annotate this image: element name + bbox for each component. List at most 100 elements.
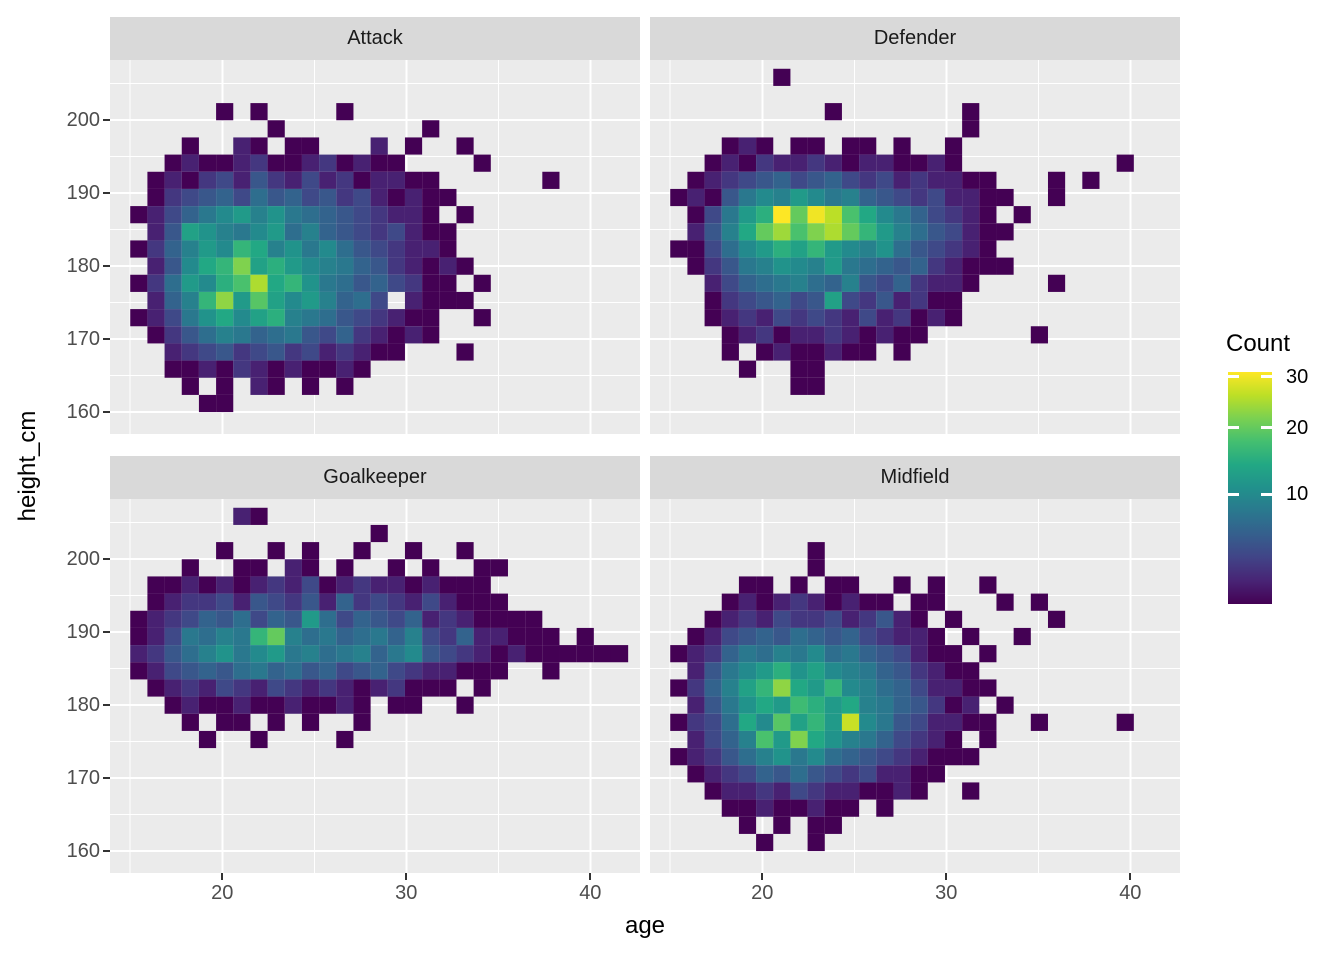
bin-cell [756, 274, 774, 292]
bin-cell [267, 171, 285, 189]
legend-tick-mark [1261, 426, 1272, 430]
bin-cell [944, 679, 963, 697]
bin-cell [721, 223, 739, 241]
bin-cell [962, 748, 980, 766]
bin-cell [233, 326, 251, 344]
bin-cell [336, 559, 354, 577]
bin-cell [841, 274, 860, 292]
bin-cell [927, 765, 945, 783]
bin-cell [756, 645, 774, 663]
bin-cell [876, 645, 894, 663]
facet-panel-attack [110, 60, 640, 434]
bin-cell [301, 343, 320, 361]
bin-cell [841, 171, 860, 189]
bin-cell [250, 240, 268, 258]
bin-cell [807, 782, 825, 800]
bin-cell [336, 291, 354, 310]
bin-cell [284, 326, 302, 344]
bin-cell [181, 137, 199, 155]
bin-cell [773, 188, 791, 207]
bin-cell [542, 645, 560, 663]
bin-cell [721, 645, 739, 663]
bin-cell [353, 696, 371, 714]
y-tick-mark [103, 777, 110, 780]
bin-cell [1047, 171, 1066, 189]
bin-cell [910, 326, 928, 344]
bin-cell [370, 627, 388, 646]
bin-cell [216, 188, 234, 207]
bin-cell [456, 257, 474, 275]
bin-cell [841, 645, 860, 663]
bin-cell [336, 343, 354, 361]
bin-cell [164, 662, 182, 680]
bin-cell [473, 274, 491, 292]
bin-cell [387, 696, 405, 714]
bin-cell [824, 662, 842, 680]
bin-cell [422, 223, 440, 241]
bin-cell [130, 274, 148, 292]
bin-cell [979, 679, 997, 697]
bin-cell [233, 610, 251, 628]
bin-cell [790, 645, 808, 663]
bin-cell [841, 291, 860, 310]
bin-cell [130, 662, 148, 680]
bin-cell [198, 610, 217, 628]
bin-cell [198, 154, 217, 172]
bin-cell [404, 206, 423, 224]
bin-cell [164, 206, 182, 224]
legend-colorbar [1228, 372, 1272, 604]
bin-cell [216, 291, 234, 310]
bin-cell [841, 576, 860, 594]
bin-cell [807, 799, 825, 817]
bin-cell [216, 343, 234, 361]
bin-cell [1047, 274, 1066, 292]
bin-cell [876, 610, 894, 628]
bin-cell [439, 576, 457, 594]
bin-cell [979, 223, 997, 241]
bin-cell [893, 240, 911, 258]
bin-cell [301, 713, 320, 731]
bin-cell [927, 309, 945, 327]
bin-cell [439, 274, 457, 292]
bin-cell [250, 360, 268, 378]
bin-cell [336, 257, 354, 275]
bin-cell [807, 765, 825, 783]
bin-cell [353, 326, 371, 344]
bin-cell [147, 257, 165, 275]
bin-cell [944, 257, 963, 275]
bin-cell [738, 713, 757, 731]
bin-cell [721, 593, 739, 611]
facet-strip-label-attack: Attack [347, 27, 403, 49]
bin-cell [893, 326, 911, 344]
bin-cell [704, 730, 722, 749]
y-axis-title: height_cm [14, 410, 41, 522]
bin-cell [250, 309, 268, 327]
bin-cell [927, 730, 945, 749]
bin-cell [807, 188, 825, 207]
bin-cell [353, 188, 371, 207]
x-tick-label: 20 [751, 882, 774, 904]
bin-cell [979, 257, 997, 275]
bin-cell [738, 360, 757, 378]
bin-cell [319, 593, 337, 611]
bin-cell [893, 782, 911, 800]
bin-cell [301, 291, 320, 310]
bin-cell [824, 799, 842, 817]
bin-cell [387, 559, 405, 577]
bin-cell [250, 188, 268, 207]
bin-cell [216, 593, 234, 611]
bin-cell [439, 257, 457, 275]
bin-cell [456, 576, 474, 594]
bin-cell [893, 154, 911, 172]
bin-cell [198, 360, 217, 378]
bin-cell [439, 610, 457, 628]
bin-cell [859, 627, 877, 646]
bin-cell [944, 171, 963, 189]
bin-cell [670, 240, 688, 258]
bin-cell [859, 748, 877, 766]
bin-cell [807, 377, 825, 395]
facet-panel-defender [650, 60, 1180, 434]
bin-cell [164, 360, 182, 378]
bin-cell [1082, 171, 1100, 189]
bin-cell [859, 154, 877, 172]
